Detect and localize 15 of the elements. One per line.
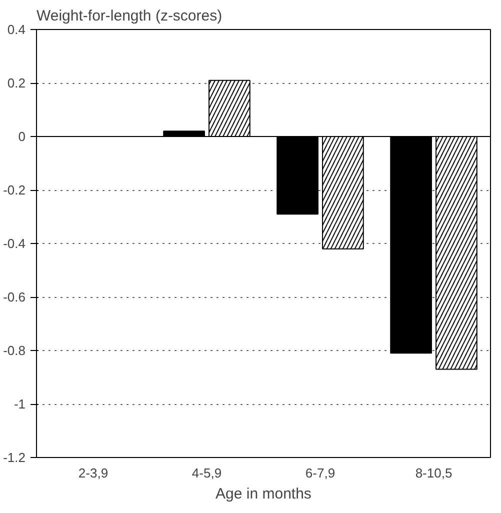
y-tick-label: -1.2 <box>3 450 26 465</box>
y-tick-label: 0 <box>18 129 26 144</box>
x-tick-label: 4-5,9 <box>192 466 222 480</box>
y-tick-label: -0.4 <box>3 236 26 251</box>
y-tick-label: 0.4 <box>7 22 26 37</box>
y-tick-label: 0.2 <box>7 76 26 90</box>
x-axis-title: Age in months <box>216 486 312 502</box>
x-tick-label: 2-3,9 <box>78 466 108 480</box>
y-tick-label: -0.8 <box>3 343 26 358</box>
x-tick-label: 8-10,5 <box>415 466 452 480</box>
chart-title: Weight-for-length (z-scores) <box>36 8 222 24</box>
y-tick-label: -1 <box>14 396 26 412</box>
x-tick-label: 6-7,9 <box>305 466 336 480</box>
y-tick-label: -0.6 <box>3 290 26 304</box>
y-tick-label: -0.2 <box>3 182 26 198</box>
